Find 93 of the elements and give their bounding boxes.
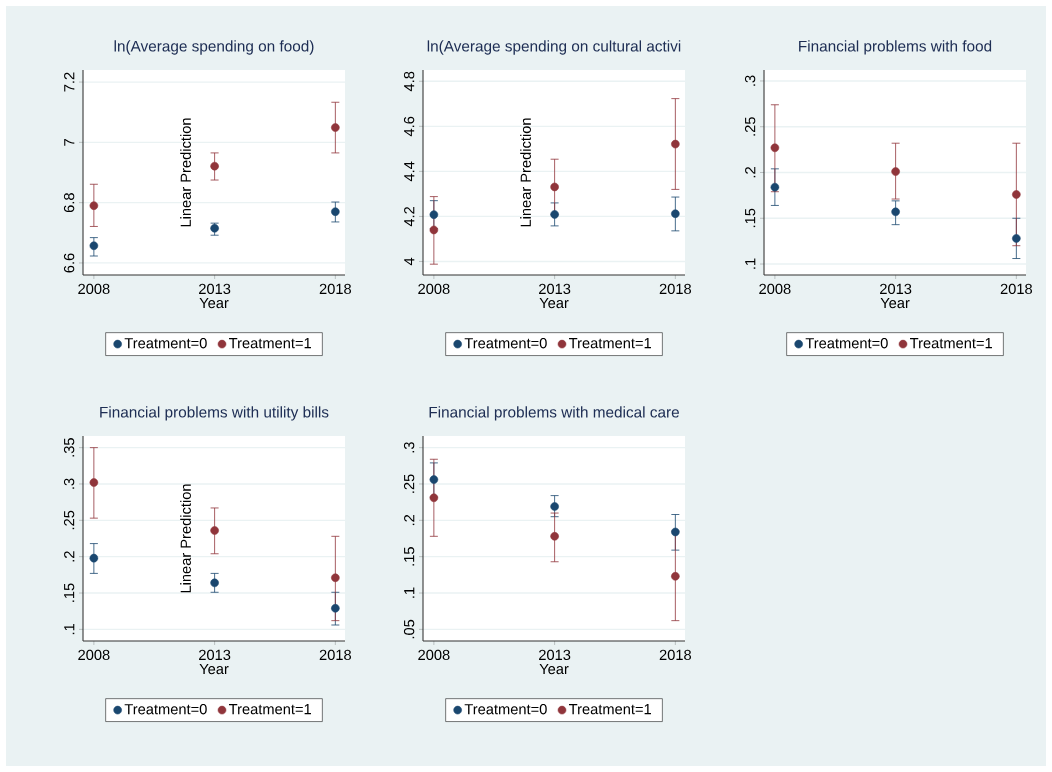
x-tick-label: 2013 [199,649,231,661]
y-tick-label: .15 [64,583,75,602]
point [671,572,680,581]
point [89,553,99,563]
point [210,578,219,588]
chart-title: Financial problems with utility bills [100,406,329,421]
y-tick-label: 4.4 [404,161,415,182]
point [671,527,680,537]
y-axis-title: Linear Prediction [180,484,191,593]
y-tick-label: .35 [63,438,75,457]
x-tick-label: 2018 [1000,283,1033,295]
legend-label: Treatment=1 [229,338,311,349]
point [429,475,439,484]
point [891,167,900,176]
point [331,604,340,613]
legend-label: Treatment=0 [124,338,207,349]
y-tick-label: .2 [745,167,756,178]
y-tick-label: 4.2 [404,206,415,227]
x-tick-label: 2008 [78,649,110,661]
x-axis-title: Year [199,297,229,309]
chart-title: ln(Average spending on cultural activi [427,40,681,55]
point [429,493,439,503]
x-tick-label: 2008 [759,283,791,295]
point [429,225,439,235]
point [550,502,559,511]
point [550,210,559,219]
x-tick-label: 2018 [659,283,692,295]
point [89,241,99,251]
legend-label: Treatment=1 [910,338,992,349]
point [891,207,900,217]
y-tick-label: 4.6 [403,116,415,137]
legend-label: Treatment=1 [569,338,651,349]
y-tick-label: .25 [403,474,415,493]
y-tick-label: 4.8 [403,71,415,92]
x-tick-label: 2013 [880,283,912,295]
y-tick-label: .2 [404,514,415,526]
point [770,143,780,153]
y-tick-label: 4 [404,257,415,266]
y-tick-label: 6.8 [63,193,75,213]
point [331,123,340,132]
chart-title: Financial problems with food [799,40,992,55]
y-axis-title: Linear Prediction [520,118,531,227]
legend-label: Treatment=1 [569,704,651,715]
y-axis-title: Linear Prediction [180,118,191,227]
x-tick-label: 2018 [659,649,692,661]
x-axis-title: Year [199,663,229,675]
x-tick-label: 2013 [539,283,571,295]
point [1012,190,1021,199]
x-tick-label: 2013 [199,283,231,295]
legend-label: Treatment=0 [464,338,547,349]
y-tick-label: .15 [745,208,756,228]
y-tick-label: .1 [404,587,415,598]
point [671,209,680,218]
y-tick-label: .1 [745,258,756,269]
legend-label: Treatment=0 [805,338,888,349]
y-tick-label: .2 [64,551,75,562]
x-tick-label: 2018 [319,283,352,295]
y-tick-label: 6.6 [63,253,75,273]
y-tick-label: .3 [403,442,415,453]
legend-label: Treatment=1 [229,704,311,715]
point [550,182,559,192]
x-axis-title: Year [539,663,569,675]
point [331,207,340,216]
chart-title: ln(Average spending on food) [114,40,314,55]
x-axis-title: Year [539,297,569,309]
point [89,201,99,210]
y-tick-label: 7 [64,139,75,146]
point [550,532,559,541]
point [210,526,219,535]
y-tick-label: .15 [404,547,415,566]
point [429,210,439,219]
x-tick-label: 2018 [319,649,352,661]
x-axis-title: Year [880,297,910,309]
x-tick-label: 2008 [418,649,450,661]
y-tick-label: .3 [744,75,756,86]
point [1012,234,1021,243]
point [331,573,340,583]
y-tick-label: .3 [63,478,75,489]
x-tick-label: 2008 [78,283,110,295]
x-tick-label: 2008 [418,283,450,295]
legend-label: Treatment=0 [464,704,547,715]
y-tick-label: .25 [744,117,756,136]
y-tick-label: .1 [64,623,75,635]
point [89,478,99,487]
y-tick-label: .25 [63,510,75,530]
legend-label: Treatment=0 [124,704,207,715]
y-tick-label: 7.2 [64,72,75,92]
point [671,139,680,149]
chart-title: Financial problems with medical care [429,406,679,421]
point [770,182,780,192]
y-tick-label: .05 [403,619,415,639]
x-tick-label: 2013 [539,649,571,661]
point [210,161,219,171]
